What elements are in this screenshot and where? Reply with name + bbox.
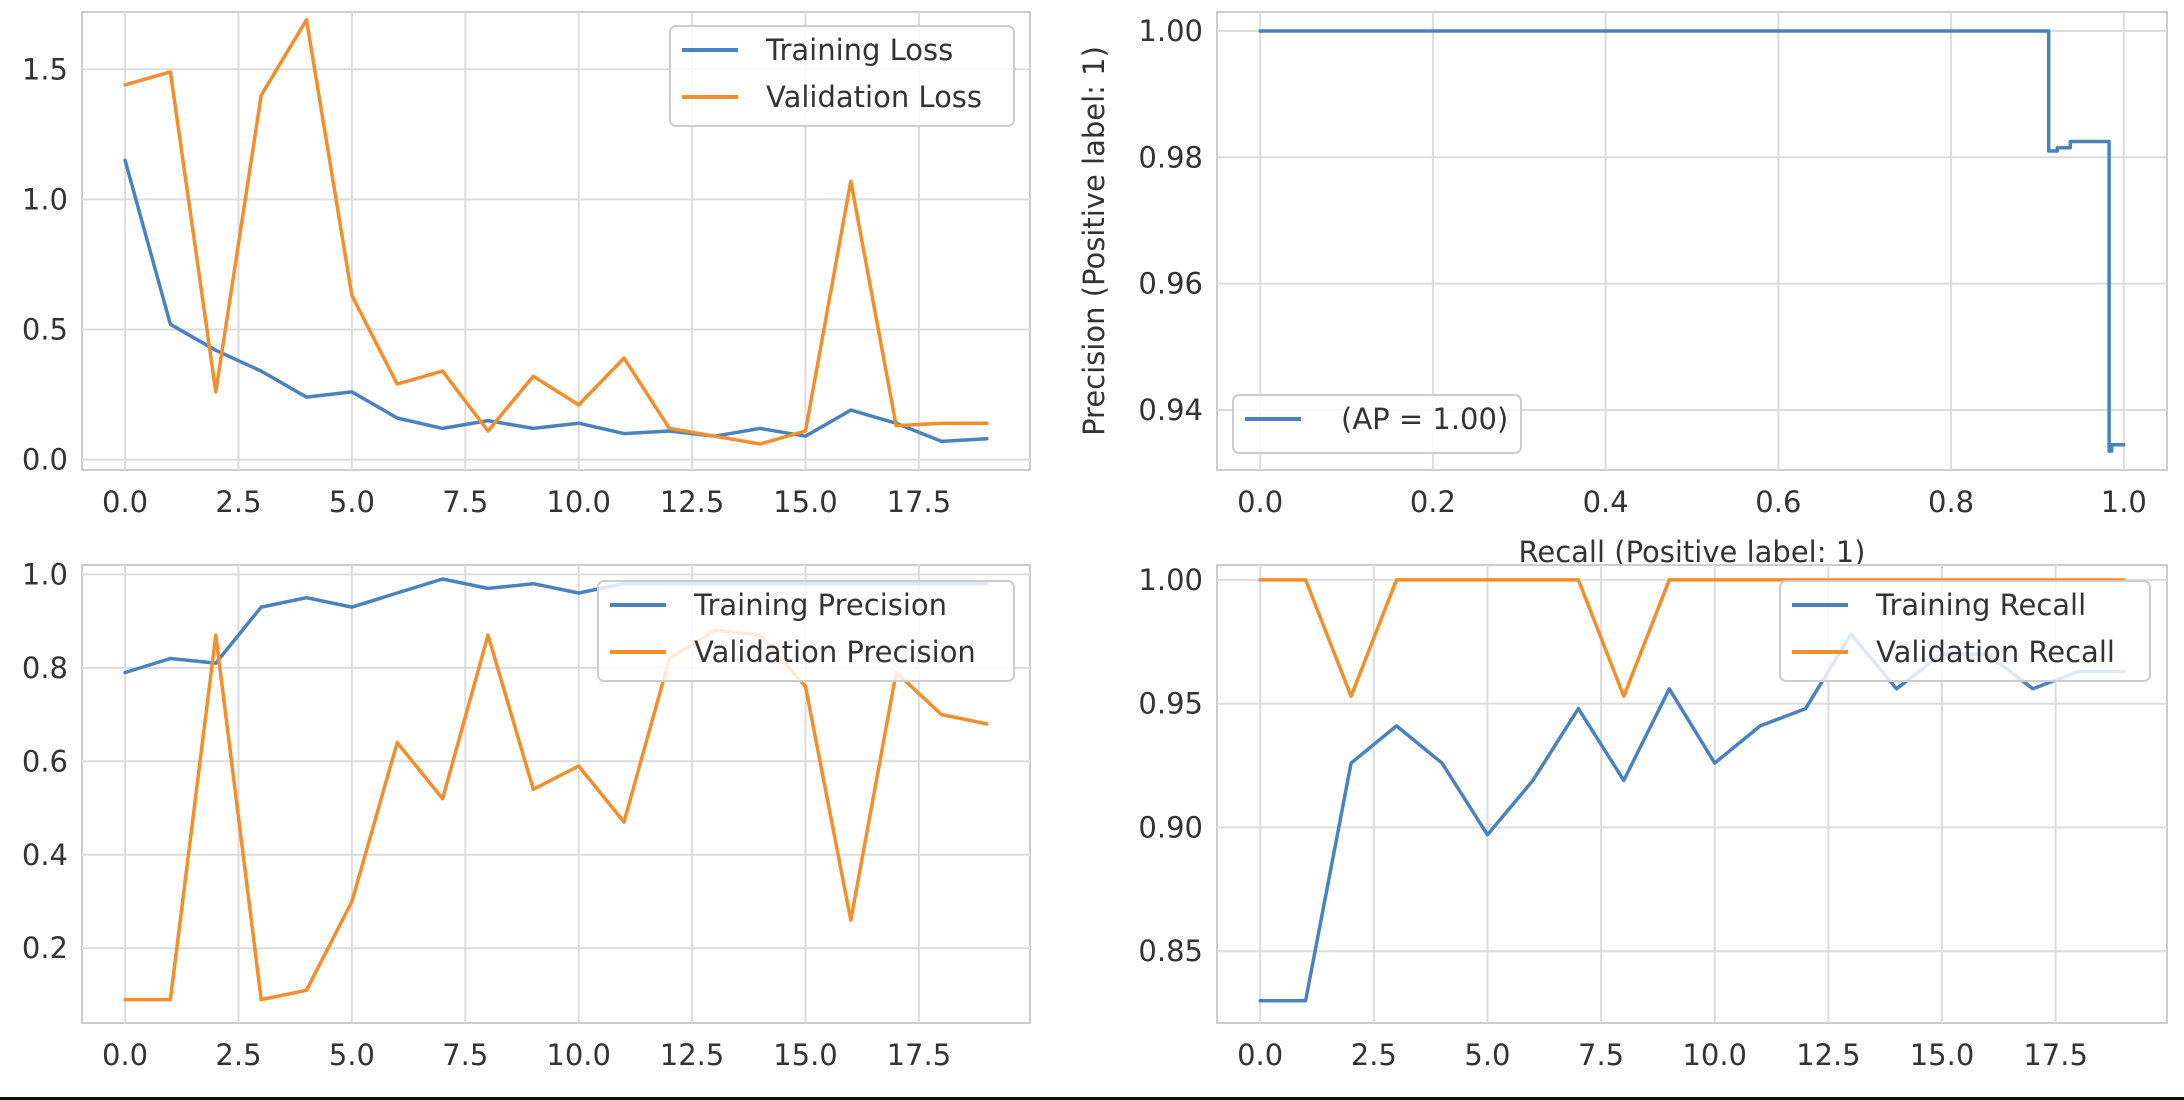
y-tick-label: 0.5 [22, 312, 68, 346]
x-tick-label: 0.0 [102, 1038, 148, 1072]
y-tick-label: 0.96 [1138, 267, 1203, 301]
legend: Training Loss Validation Loss [669, 25, 1015, 127]
x-tick-label: 17.5 [887, 1038, 952, 1072]
x-tick-label: 0.0 [1237, 1038, 1283, 1072]
legend-label: Training Recall [1875, 588, 2086, 622]
y-tick-label: 0.94 [1138, 393, 1203, 427]
panel-3: 0.0 2.5 5.0 7.5 10.0 12.5 15.0 17.5 0.2 0.4 0.6 0.8… [22, 557, 1031, 1072]
x-tick-label: 7.5 [442, 485, 488, 519]
x-tick-label: 12.5 [660, 1038, 725, 1072]
y-axis-label: Precision (Positive label: 1) [1077, 46, 1111, 436]
legend-label: Validation Precision [694, 635, 976, 669]
x-tick-label: 2.5 [1351, 1038, 1397, 1072]
legend: Training Recall Validation Recall [1779, 580, 2151, 682]
x-tick-label: 15.0 [773, 1038, 838, 1072]
legend-label: (AP = 1.00) [1341, 402, 1508, 436]
y-tick-label: 1.00 [1138, 563, 1203, 597]
x-tick-label: 17.5 [2023, 1038, 2088, 1072]
bottom-rule [0, 1097, 2184, 1100]
legend: Training Precision Validation Precision [597, 580, 1015, 682]
x-tick-label: 7.5 [1578, 1038, 1624, 1072]
y-tick-label: 1.00 [1138, 14, 1203, 48]
y-tick-label: 0.95 [1138, 687, 1203, 721]
panel-4: 0.0 2.5 5.0 7.5 10.0 12.5 15.0 17.5 0.85 0.90 0.95… [1138, 563, 2168, 1072]
x-tick-label: 2.5 [215, 485, 261, 519]
panel-2: 0.0 0.2 0.4 0.6 0.8 1.0 0.94 0.96 0.98 1.00 Recall… [1077, 11, 2168, 569]
y-tick-label: 0.6 [22, 744, 68, 778]
legend-box [1779, 580, 2151, 682]
legend: (AP = 1.00) [1232, 394, 1522, 454]
y-tick-label: 1.5 [22, 52, 68, 86]
y-tick-label: 0.8 [22, 651, 68, 685]
x-tick-label: 2.5 [215, 1038, 261, 1072]
y-tick-label: 1.0 [22, 557, 68, 591]
x-tick-label: 10.0 [546, 485, 611, 519]
x-tick-label: 15.0 [773, 485, 838, 519]
panel-1: 0.0 2.5 5.0 7.5 10.0 12.5 15.0 17.5 0.0 0.5 1.0 1.5… [22, 11, 1031, 519]
x-axis-label: Recall (Positive label: 1) [1519, 535, 1866, 569]
series-line-validation-precision [123, 628, 989, 1002]
y-tick-label: 0.2 [22, 931, 68, 965]
y-tick-label: 0.90 [1138, 810, 1203, 844]
x-tick-label: 0.4 [1583, 485, 1629, 519]
x-tick-label: 12.5 [1796, 1038, 1861, 1072]
x-tick-label: 17.5 [887, 485, 952, 519]
x-tick-label: 10.0 [1682, 1038, 1747, 1072]
legend-label: Validation Loss [766, 80, 982, 114]
x-tick-label: 5.0 [1464, 1038, 1510, 1072]
y-tick-label: 1.0 [22, 182, 68, 216]
x-tick-label: 10.0 [546, 1038, 611, 1072]
x-tick-label: 7.5 [442, 1038, 488, 1072]
x-tick-label: 5.0 [329, 485, 375, 519]
series-line-ap-1-00 [1258, 29, 2126, 453]
legend-box [597, 580, 1015, 682]
series-line-validation-recall [1258, 578, 2126, 698]
x-tick-label: 15.0 [1910, 1038, 1975, 1072]
x-tick-label: 0.2 [1410, 485, 1456, 519]
legend-label: Validation Recall [1876, 635, 2115, 669]
y-tick-label: 0.98 [1138, 140, 1203, 174]
legend-box [1232, 394, 1522, 454]
y-tick-label: 0.85 [1138, 934, 1203, 968]
legend-label: Training Precision [693, 588, 947, 622]
legend-box [669, 25, 1015, 127]
y-tick-label: 0.0 [22, 443, 68, 477]
series-line-training-loss [123, 158, 989, 444]
x-tick-label: 12.5 [660, 485, 725, 519]
y-tick-label: 0.4 [22, 838, 68, 872]
x-tick-label: 0.0 [1237, 485, 1283, 519]
x-tick-label: 0.8 [1928, 485, 1974, 519]
legend-label: Training Loss [765, 33, 953, 67]
series-line-validation-loss [123, 18, 989, 446]
plot-area [1216, 11, 2168, 471]
x-tick-label: 1.0 [2101, 485, 2147, 519]
x-tick-label: 5.0 [329, 1038, 375, 1072]
x-tick-label: 0.6 [1755, 485, 1801, 519]
x-tick-label: 0.0 [102, 485, 148, 519]
